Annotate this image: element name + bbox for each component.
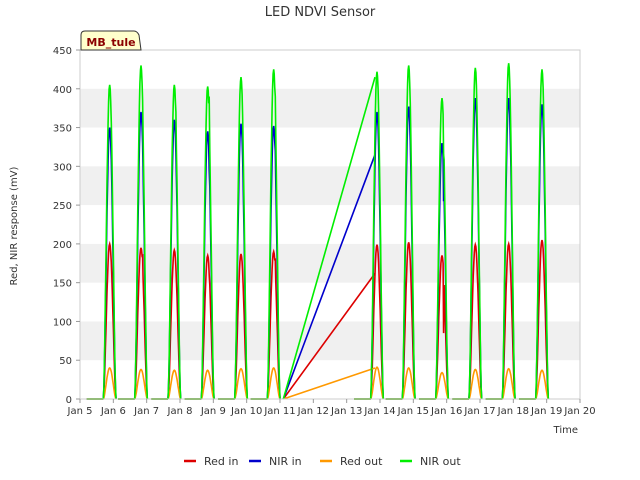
site-tag-label: MB_tule [86, 36, 135, 49]
x-tick-label: Jan 15 [397, 406, 429, 417]
x-tick-label: Jan 17 [463, 406, 495, 417]
daily-pulse [233, 77, 249, 400]
y-tick-label: 450 [53, 46, 72, 57]
grid-band [80, 166, 580, 206]
y-tick-label: 250 [53, 201, 72, 212]
legend: Red in NIR in Red out NIR out [184, 455, 461, 468]
daily-pulse [534, 369, 550, 400]
x-tick-label: Jan 8 [167, 406, 193, 417]
daily-pulse [133, 65, 149, 400]
daily-pulse [434, 98, 450, 400]
y-tick-label: 100 [53, 317, 72, 328]
legend-label: NIR out [420, 455, 461, 468]
daily-pulse [468, 67, 483, 400]
x-tick-label: Jan 6 [100, 406, 126, 417]
y-axis-title: Red, NIR response (mV) [9, 166, 20, 285]
x-tick-label: Jan 9 [200, 406, 226, 417]
chart-title: LED NDVI Sensor [265, 5, 376, 20]
x-axis-ticks: Jan 5 Jan 6 Jan 7 Jan 8 Jan 9 Jan 10 Jan 11 Jan… [67, 399, 596, 417]
plot-frame [79, 49, 581, 400]
legend-item: NIR in [249, 455, 302, 468]
y-tick-label: 200 [53, 240, 72, 251]
legend-label: Red out [340, 455, 383, 468]
x-tick-label: Jan 19 [530, 406, 562, 417]
grid-band [80, 321, 580, 361]
y-tick-label: 50 [59, 356, 72, 367]
legend-item: NIR out [400, 455, 461, 468]
legend-item: Red out [320, 455, 383, 468]
x-tick-label: Jan 7 [133, 406, 159, 417]
y-tick-label: 150 [53, 279, 72, 290]
x-tick-label: Jan 12 [297, 406, 329, 417]
daily-pulse [369, 71, 385, 400]
daily-pulse [102, 84, 117, 400]
series-nir-out [86, 63, 550, 400]
x-tick-label: Jan 20 [563, 406, 595, 417]
daily-pulse [167, 369, 182, 400]
legend-label: Red in [204, 455, 238, 468]
daily-pulse [468, 368, 483, 400]
daily-pulse [102, 367, 117, 400]
daily-pulse [266, 367, 281, 400]
daily-pulse [200, 86, 215, 400]
y-axis-ticks: 0 50 100 150 200 250 300 350 400 450 [53, 46, 80, 406]
legend-label: NIR in [269, 455, 302, 468]
daily-pulse [266, 69, 281, 400]
grid-band [80, 88, 580, 128]
daily-pulse [401, 65, 416, 400]
daily-pulse [133, 368, 149, 400]
daily-pulse [233, 367, 249, 400]
x-tick-label: Jan 5 [67, 406, 93, 417]
daily-pulse [534, 69, 550, 400]
x-tick-label: Jan 11 [263, 406, 295, 417]
daily-pulse [401, 367, 416, 400]
daily-pulse [200, 369, 215, 400]
y-tick-label: 400 [53, 85, 72, 96]
gap-interpolation-line [282, 272, 376, 400]
x-tick-label: Jan 13 [330, 406, 362, 417]
x-tick-label: Jan 10 [230, 406, 262, 417]
daily-pulse [434, 371, 450, 400]
x-tick-label: Jan 16 [430, 406, 462, 417]
y-tick-label: 350 [53, 124, 72, 135]
x-tick-label: Jan 18 [497, 406, 529, 417]
gap-interpolation-line [282, 154, 376, 400]
y-tick-label: 0 [66, 395, 72, 406]
daily-pulse [501, 367, 516, 400]
daily-pulse [167, 84, 182, 400]
gap-interpolation-line [283, 367, 376, 400]
x-axis-title: Time [553, 425, 578, 436]
grid-bands [80, 50, 580, 399]
legend-item: Red in [184, 455, 238, 468]
daily-pulse [369, 366, 385, 400]
gap-interpolation-line [282, 76, 376, 400]
y-tick-label: 300 [53, 162, 72, 173]
x-tick-label: Jan 14 [363, 406, 395, 417]
daily-pulse [501, 63, 516, 400]
site-tag: MB_tule [80, 30, 142, 51]
